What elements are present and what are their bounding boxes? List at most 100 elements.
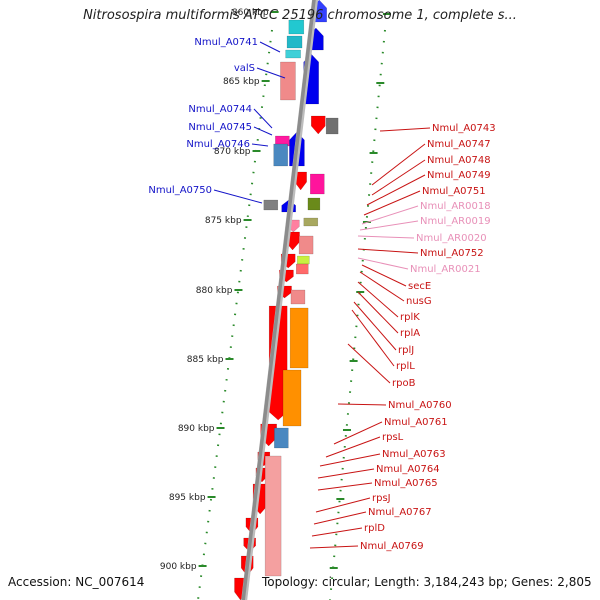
gene-feature-block <box>280 61 296 101</box>
gene-feature-block <box>263 199 279 211</box>
gene-feature-block <box>307 197 321 211</box>
kbp-tick-label: 860 kbp <box>232 8 269 18</box>
accession-text: Accession: NC_007614 <box>8 575 145 589</box>
right-gene-label[interactable]: Nmul_A0763 <box>382 449 446 460</box>
kbp-tick-label: 885 kbp <box>187 355 224 365</box>
left-gene-label[interactable]: Nmul_A0744 <box>188 104 252 115</box>
leader-line <box>366 174 426 206</box>
leader-line <box>256 67 286 79</box>
kbp-tick-label: 900 kbp <box>160 562 197 572</box>
gene-feature-block <box>285 49 301 59</box>
right-gene-label[interactable]: rplJ <box>398 345 414 356</box>
kbp-tick-label: 865 kbp <box>223 77 260 87</box>
leader-line <box>309 545 359 549</box>
right-gene-label[interactable]: Nmul_A0749 <box>427 170 491 181</box>
right-gene-label[interactable]: Nmul_A0761 <box>384 417 448 428</box>
left-gene-label[interactable]: Nmul_A0750 <box>148 185 212 196</box>
leader-line <box>371 159 426 196</box>
right-gene-label[interactable]: Nmul_AR0020 <box>416 233 487 244</box>
right-gene-label[interactable]: rplA <box>400 328 420 339</box>
right-gene-label[interactable]: nusG <box>406 296 432 307</box>
leader-line <box>311 527 363 537</box>
leader-line <box>325 436 381 458</box>
leader-line <box>315 497 371 513</box>
gene-feature-block <box>288 19 305 35</box>
leader-line <box>251 143 269 147</box>
leader-line <box>357 257 409 270</box>
leader-line <box>351 309 395 367</box>
leader-line <box>371 143 426 186</box>
leader-line <box>357 291 399 334</box>
leader-line <box>379 127 431 132</box>
right-gene-label[interactable]: rplL <box>396 361 415 372</box>
kbp-tick-label: 895 kbp <box>169 493 206 503</box>
right-gene-labels: Nmul_A0743 Nmul_A0747 Nmul_A0748 Nmul_A0749… <box>360 123 496 552</box>
outer-tick-line <box>329 29 386 600</box>
leader-line <box>357 281 399 318</box>
map-title: Nitrosospira multiformis ATCC 25196 chro… <box>83 8 517 23</box>
kbp-tick-label: 890 kbp <box>178 424 215 434</box>
left-gene-labels: Nmul_A0741 valS Nmul_A0744 Nmul_A0745 Nmul_A… <box>148 37 258 196</box>
gene-feature-block <box>297 255 310 265</box>
left-gene-label[interactable]: Nmul_A0746 <box>186 139 250 150</box>
leader-line <box>313 511 367 525</box>
leader-line <box>317 468 375 479</box>
right-gene-label[interactable]: Nmul_A0743 <box>432 123 496 134</box>
right-gene-label[interactable]: Nmul_A0767 <box>368 507 432 518</box>
leader-line <box>319 453 381 467</box>
leader-line <box>359 271 405 302</box>
right-gene-label[interactable]: rpoB <box>392 378 416 389</box>
right-gene-label[interactable]: Nmul_A0748 <box>427 155 491 166</box>
leader-line <box>333 421 383 445</box>
right-gene-label[interactable]: Nmul_AR0019 <box>420 216 491 227</box>
right-gene-label[interactable]: Nmul_A0751 <box>422 186 486 197</box>
right-gene-label[interactable]: Nmul_A0764 <box>376 464 440 475</box>
tick-lines <box>197 11 391 600</box>
right-gene-label[interactable]: Nmul_A0765 <box>374 478 438 489</box>
right-gene-label[interactable]: Nmul_AR0021 <box>410 264 481 275</box>
gene-feature-block <box>303 217 319 227</box>
gene-feature-block <box>298 235 314 255</box>
leader-line <box>361 264 407 287</box>
kbp-tick-label: 880 kbp <box>196 286 233 296</box>
gene-feature-block <box>289 307 309 369</box>
gene-feature-block <box>296 263 309 275</box>
left-gene-label[interactable]: valS <box>234 63 255 74</box>
right-gene-label[interactable]: rplD <box>364 523 385 534</box>
topology-text: Topology: circular; Length: 3,184,243 bp… <box>262 575 592 589</box>
leader-line <box>317 482 373 491</box>
right-gene-label[interactable]: rpsJ <box>372 493 391 504</box>
left-gene-label[interactable]: Nmul_A0741 <box>194 37 258 48</box>
gene-feature-block <box>264 455 282 577</box>
gene-feature-block <box>282 369 302 427</box>
leader-line <box>337 403 387 406</box>
inner-tick-line <box>197 29 273 600</box>
gene-feature-block <box>290 289 306 305</box>
right-gene-label[interactable]: Nmul_AR0018 <box>420 201 491 212</box>
right-gene-label[interactable]: Nmul_A0752 <box>420 248 484 259</box>
leader-line <box>213 189 263 204</box>
leader-line <box>363 190 421 216</box>
kbp-tick-label: 875 kbp <box>205 216 242 226</box>
right-gene-label[interactable]: Nmul_A0760 <box>388 400 452 411</box>
backbone-line <box>241 0 316 600</box>
gene-feature-block <box>273 143 288 167</box>
gene-feature-block <box>325 117 339 135</box>
leader-line <box>357 248 419 254</box>
label-leader-lines <box>213 41 431 549</box>
right-gene-label[interactable]: secE <box>408 281 431 292</box>
leader-line <box>253 126 273 136</box>
left-gene-label[interactable]: Nmul_A0745 <box>188 122 252 133</box>
leader-line <box>347 343 391 384</box>
gene-feature-block <box>310 173 325 195</box>
right-gene-label[interactable]: Nmul_A0769 <box>360 541 424 552</box>
right-gene-label[interactable]: rplK <box>400 312 420 323</box>
leader-line <box>357 235 415 239</box>
leader-line <box>253 108 273 129</box>
right-gene-label[interactable]: rpsL <box>382 432 404 443</box>
right-gene-label[interactable]: Nmul_A0747 <box>427 139 491 150</box>
gene-feature-block <box>286 35 303 49</box>
kbp-tick-labels: 860 kbp 865 kbp 870 kbp 875 kbp 880 kbp 885 k… <box>160 8 269 572</box>
gene-feature-block <box>275 135 290 147</box>
